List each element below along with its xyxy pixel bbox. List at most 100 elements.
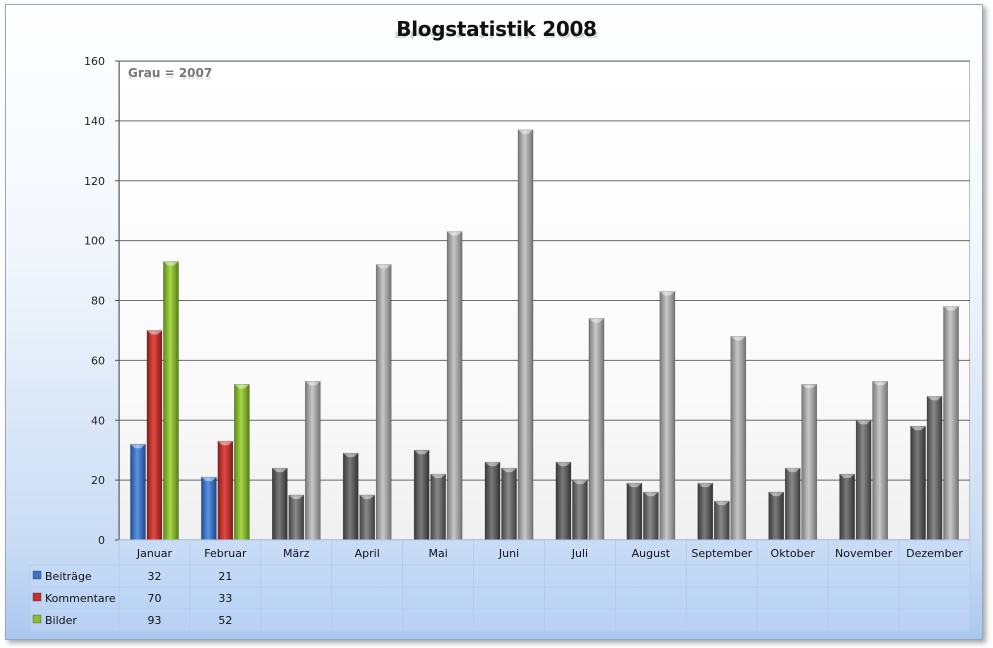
bar-cap [376, 264, 392, 269]
table-cell-value: 33 [218, 592, 232, 605]
bar-cap [626, 483, 642, 488]
y-tick-label: 40 [91, 414, 105, 427]
bar-cap [234, 384, 250, 389]
bar-2007 [697, 482, 714, 541]
y-tick-label: 20 [91, 474, 105, 487]
x-category-label: Juli [571, 547, 588, 560]
bar-cap [588, 318, 604, 323]
bar-2007 [943, 306, 959, 541]
x-category-label: Oktober [771, 547, 816, 560]
bar-cap [201, 477, 217, 482]
bar-cap [414, 450, 430, 455]
bar-2007 [359, 494, 376, 541]
legend-key-kommentare [32, 592, 42, 602]
x-category-label: November [835, 547, 893, 560]
x-category-label: März [283, 547, 310, 560]
table-cell-value: 52 [218, 614, 232, 627]
bar-2008-kommentare [217, 440, 234, 541]
bar-2007 [517, 129, 534, 541]
annotation-2007-reflection: Grau = 2007 [128, 74, 213, 80]
table-label-background [30, 565, 119, 631]
legend-label: Bilder [45, 614, 77, 627]
legend-key-bilder [32, 614, 42, 624]
bar-cap [518, 129, 534, 134]
bar-2007 [801, 384, 818, 541]
annotation-2007: Grau = 2007 [128, 66, 213, 80]
x-category-label: April [355, 547, 380, 560]
bar-2007 [730, 336, 747, 541]
bar-2007 [784, 467, 801, 541]
bar-cap [839, 474, 855, 479]
bar-2007 [713, 500, 730, 541]
bar-cap [659, 291, 675, 296]
legend-label: Kommentare [45, 592, 116, 605]
bar-2008-kommentare [146, 330, 163, 541]
bar-cap [697, 483, 713, 488]
x-category-label: Januar [136, 547, 173, 560]
bar-2007 [271, 467, 288, 541]
y-tick-label: 140 [84, 115, 105, 128]
bar-cap [768, 492, 784, 497]
bar-cap [555, 462, 571, 467]
table-cell-value: 70 [147, 592, 161, 605]
bar-2007 [643, 491, 659, 541]
legend-label: Beiträge [45, 570, 92, 583]
bar-2007 [872, 381, 888, 541]
table-cell-value: 32 [147, 570, 161, 583]
y-tick-label: 0 [98, 534, 105, 547]
bar-2007 [855, 419, 872, 541]
bar-2007 [659, 291, 676, 541]
bar-cap [359, 495, 375, 500]
bar-cap [785, 468, 801, 473]
bar-2007 [926, 395, 943, 541]
bar-cap [801, 384, 817, 389]
bar-cap [485, 462, 501, 467]
bar-2008-bilder [163, 261, 179, 541]
x-category-label: September [691, 547, 752, 560]
x-category-label: Juni [498, 547, 519, 560]
bar-cap [430, 474, 446, 479]
bar-2007 [413, 449, 430, 541]
bar-cap [501, 468, 517, 473]
y-tick-label: 160 [84, 55, 105, 68]
bar-cap [288, 495, 304, 500]
x-category-label: Dezember [906, 547, 963, 560]
bar-cap [163, 261, 179, 266]
bar-2008-bilder [234, 384, 250, 541]
bar-2007 [572, 479, 588, 541]
x-category-label: August [632, 547, 671, 560]
bar-2007 [555, 461, 572, 541]
bar-2007 [910, 425, 926, 541]
bar-cap [217, 441, 233, 446]
y-tick-label: 80 [91, 295, 105, 308]
bar-2007 [839, 473, 855, 541]
bar-cap [714, 501, 730, 506]
bar-2007 [288, 494, 305, 541]
bar-2007 [446, 231, 463, 541]
y-tick-label: 60 [91, 354, 105, 367]
bar-2007 [768, 491, 785, 541]
bar-2007 [626, 482, 643, 541]
bar-cap [305, 381, 321, 386]
bar-2008-beiträge [201, 476, 217, 541]
bar-cap [572, 480, 588, 485]
x-category-label: Februar [204, 547, 247, 560]
x-category-label: Mai [428, 547, 447, 560]
bar-2008-beiträge [130, 443, 146, 541]
bar-cap [943, 306, 959, 311]
bar-2007 [304, 381, 321, 541]
bar-cap [643, 492, 659, 497]
chart-title: Blogstatistik 2008 [396, 17, 597, 41]
bar-cap [872, 381, 888, 386]
bar-2007 [430, 473, 446, 541]
bar-cap [856, 420, 872, 425]
bar-2007 [342, 452, 359, 541]
legend-key-beiträge [32, 570, 42, 580]
bar-2007 [375, 264, 392, 541]
bar-cap [730, 336, 746, 341]
bar-2007 [588, 318, 605, 541]
bar-cap [343, 453, 359, 458]
bar-2007 [501, 467, 517, 541]
bar-cap [447, 231, 463, 236]
